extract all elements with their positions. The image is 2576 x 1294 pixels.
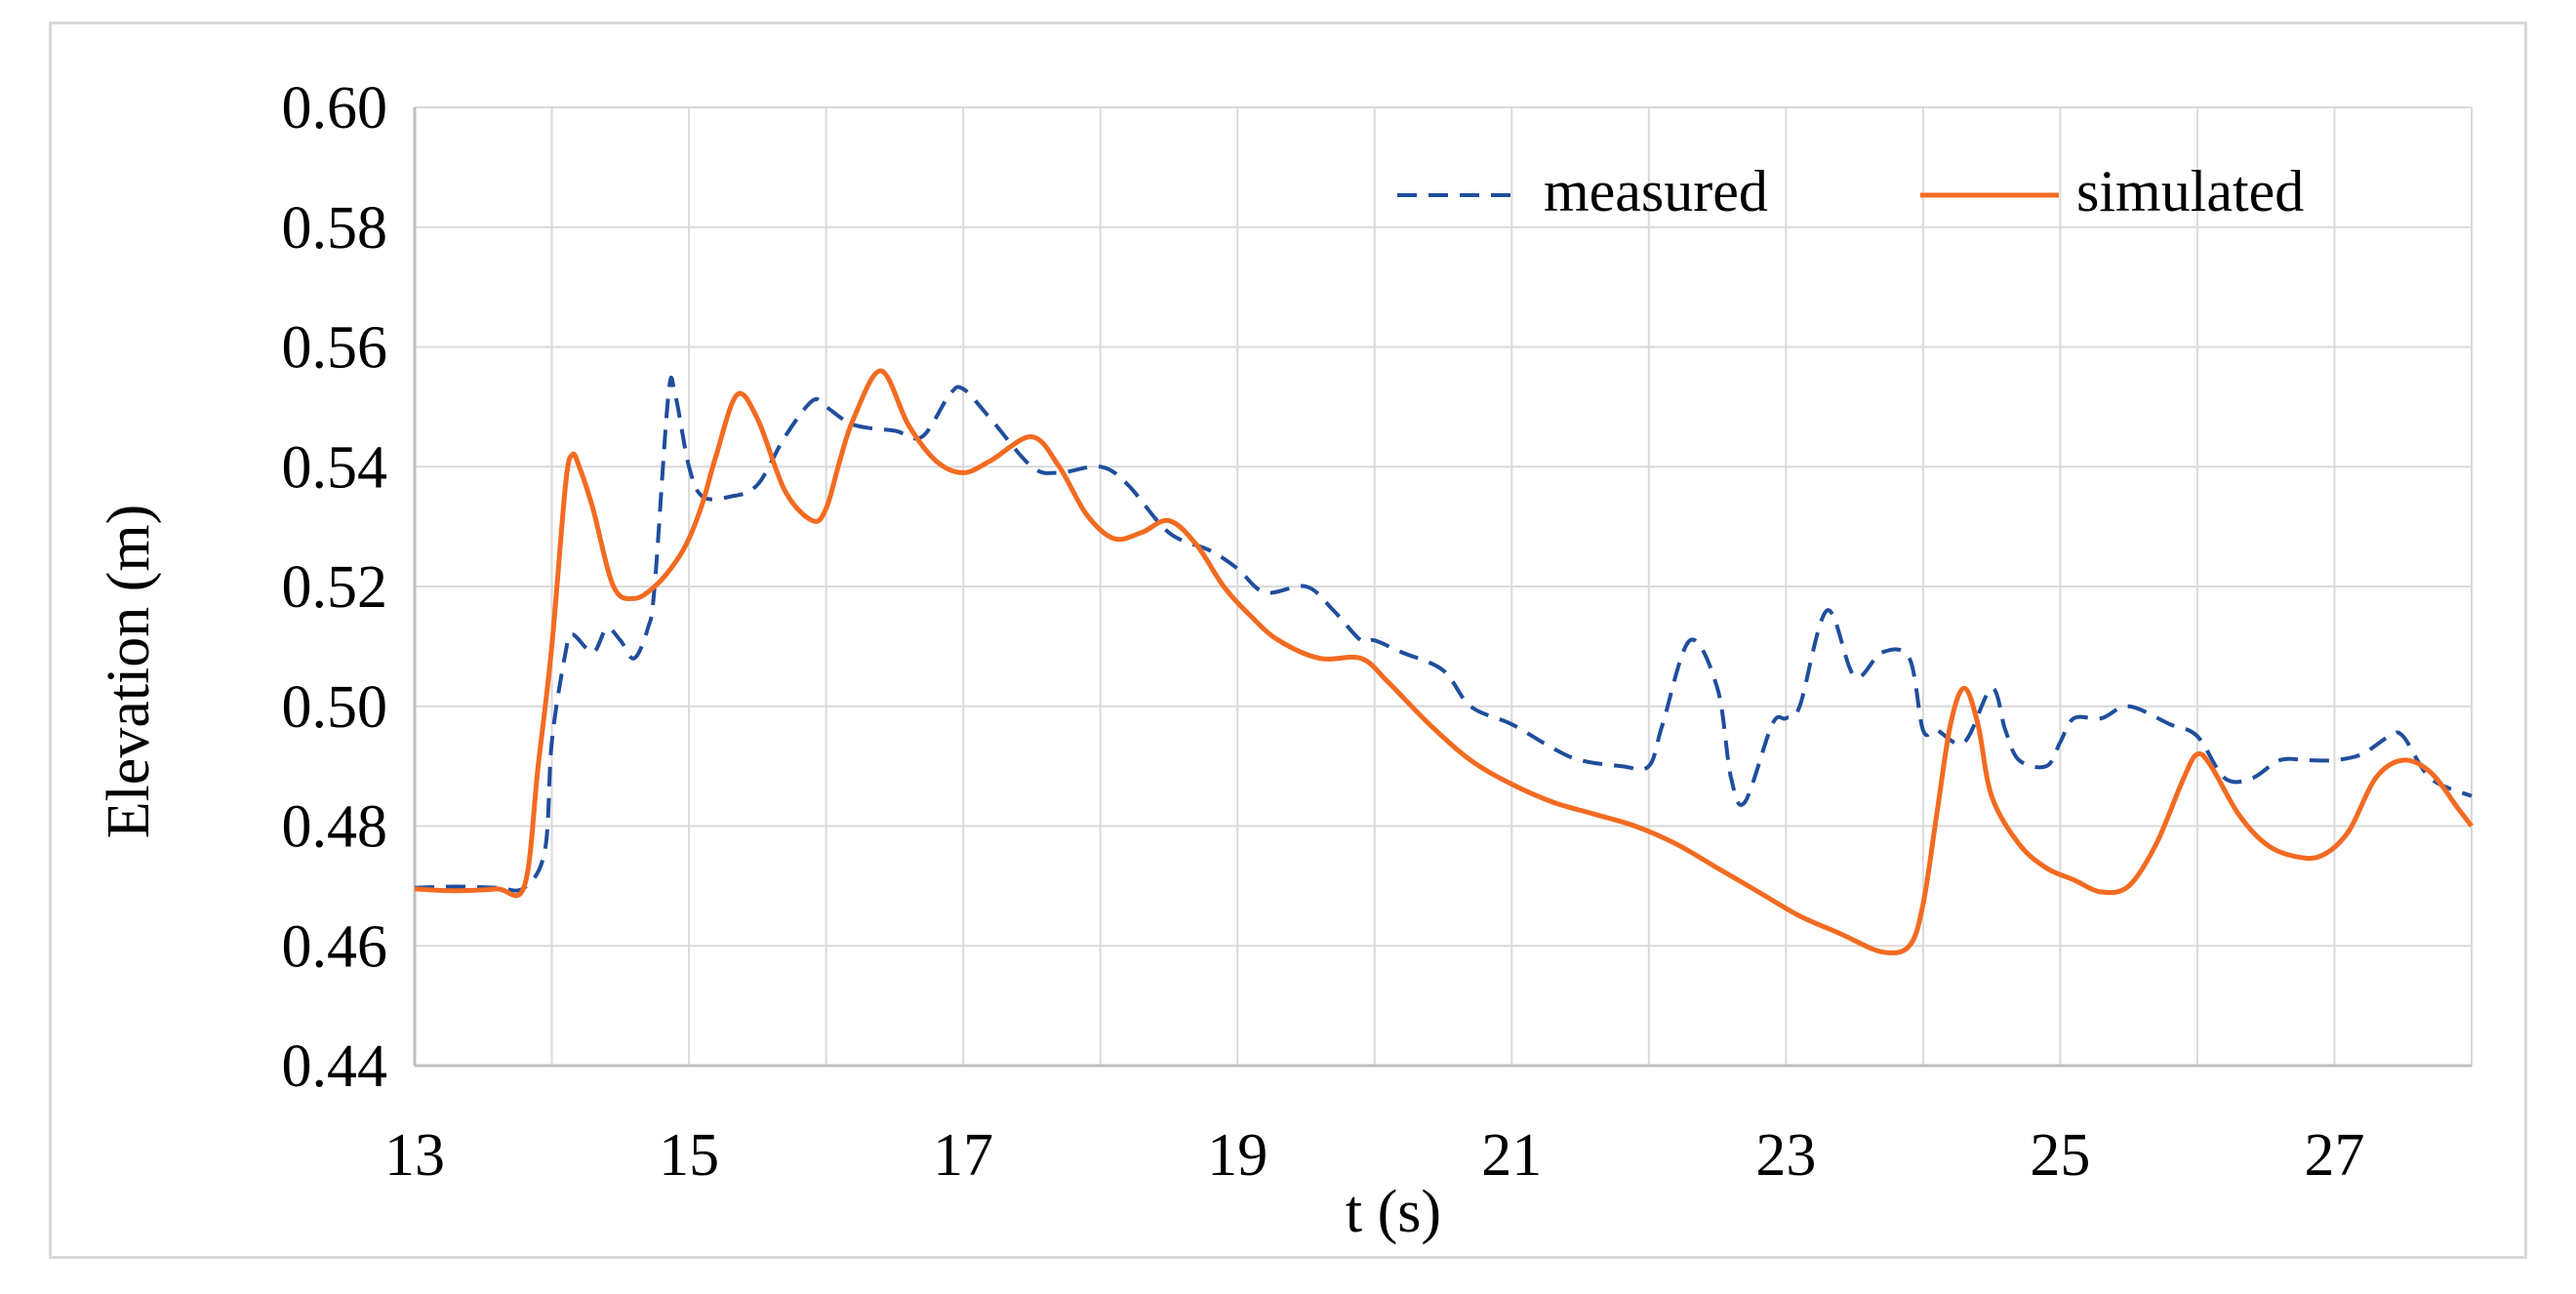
x-tick-label: 25 <box>2030 1122 2090 1189</box>
x-tick-labels: 13 15 17 19 21 23 25 27 <box>384 1122 2364 1189</box>
legend-label-measured: measured <box>1544 159 1768 223</box>
x-tick-label: 17 <box>933 1122 993 1189</box>
y-tick-label: 0.46 <box>282 913 388 980</box>
x-tick-label: 19 <box>1207 1122 1268 1189</box>
y-tick-label: 0.52 <box>282 554 388 621</box>
y-tick-label: 0.50 <box>282 674 388 741</box>
series-lines <box>414 368 2475 955</box>
grid-lines <box>415 106 2473 1066</box>
y-tick-labels: 0.44 0.46 0.48 0.50 0.52 0.54 0.56 0.58 0.60 <box>282 75 388 1100</box>
series-line-simulated <box>414 368 2475 955</box>
legend: measured simulated <box>1397 159 2304 223</box>
x-axis-title: t (s) <box>1346 1179 1441 1245</box>
y-tick-label: 0.56 <box>282 315 388 382</box>
y-tick-label: 0.60 <box>282 75 388 142</box>
y-tick-label: 0.44 <box>282 1033 388 1100</box>
legend-label-simulated: simulated <box>2076 159 2304 223</box>
x-tick-label: 27 <box>2304 1122 2364 1189</box>
axes <box>413 107 2472 1068</box>
x-tick-label: 13 <box>384 1122 445 1189</box>
x-tick-label: 21 <box>1481 1122 1542 1189</box>
x-tick-label: 23 <box>1755 1122 1816 1189</box>
series-line-measured <box>414 376 2473 893</box>
y-tick-label: 0.58 <box>282 195 388 262</box>
y-tick-label: 0.54 <box>282 434 388 501</box>
y-axis-title: Elevation (m) <box>96 505 162 839</box>
x-tick-label: 15 <box>659 1122 719 1189</box>
y-tick-label: 0.48 <box>282 794 388 861</box>
